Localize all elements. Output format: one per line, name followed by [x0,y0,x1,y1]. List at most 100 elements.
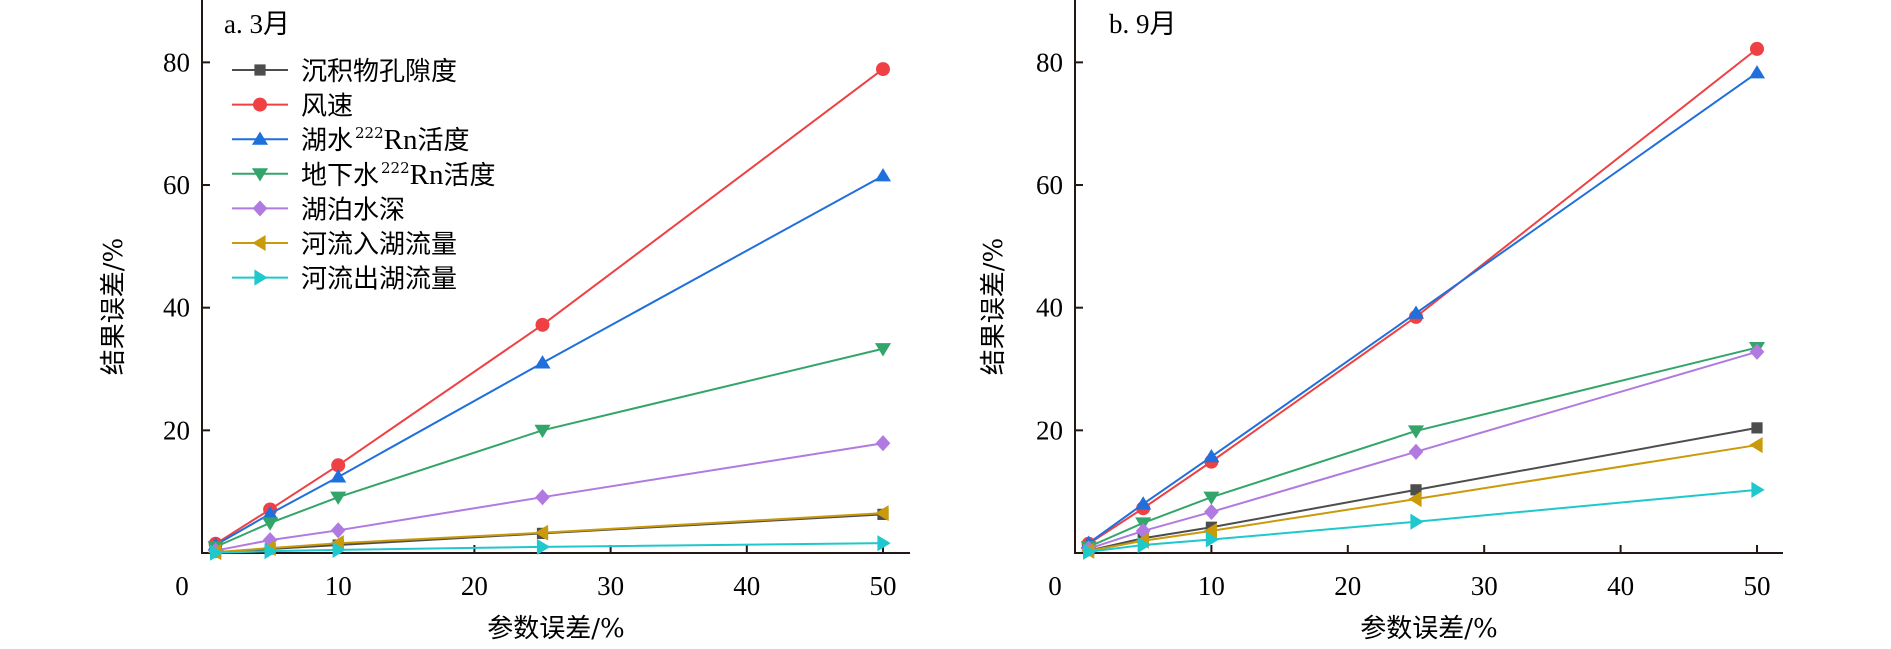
circle-marker [535,317,550,332]
legend-label: 河流入湖流量 [301,230,457,260]
triangle-up-marker [874,168,892,182]
square-marker [254,64,266,76]
diamond-marker [1204,503,1219,520]
triangle-left-marker [1749,437,1763,454]
panel-a: 0 10 20 30 40 50 20 40 60 80 参数误差/% 结果误差/% a. 3月沉积物孔… [99,0,910,644]
legend-item: 风速 [232,92,353,122]
triangle-right-marker [1137,536,1151,554]
y-tick-label: 40 [1036,293,1063,323]
triangle-right-marker [1410,513,1424,530]
series-6 [1083,481,1765,560]
legend-label-text: 河流入湖流量 [301,230,457,260]
triangle-up-marker [1135,496,1152,510]
legend-label-text: 湖水 [301,126,353,156]
triangle-right-marker [264,543,278,560]
y-axis-title: 结果误差/% [979,238,1009,375]
triangle-down-marker [330,491,347,505]
triangle-right-marker [332,541,346,558]
diamond-marker [1749,343,1765,360]
legend-label-suffix: 活度 [444,161,496,191]
panel-title: a. 3月 [224,9,290,39]
series-line [1088,488,1758,553]
legend-label: 湖水 222Rn活度 [301,124,470,156]
x-axis-title: 参数误差/% [1360,614,1497,644]
triangle-up-marker [1407,305,1425,319]
legend-label-superscript: 222 [355,124,384,142]
series-3 [1080,341,1766,555]
series-2 [207,168,892,551]
triangle-up-marker [534,355,551,369]
legend-label: 河流出湖流量 [301,265,457,295]
series-line [1088,48,1758,545]
triangle-left-marker [252,234,266,252]
circle-marker [1750,41,1764,56]
circle-marker [876,62,890,77]
legend-label: 风速 [301,92,353,122]
circle-marker [331,458,346,473]
legend-label-text: 沉积物孔隙度 [301,57,457,87]
diamond-marker [330,522,346,539]
legend-label-superscript: 222 [381,159,410,177]
square-marker [1751,422,1763,434]
series-line [1088,346,1758,548]
triangle-right-marker [536,538,551,555]
x-axis-title: 参数误差/% [487,614,624,644]
x-tick-label: 20 [1334,571,1361,601]
legend-item: 河流出湖流量 [232,265,457,295]
x-tick-label: 10 [325,571,352,601]
triangle-right-marker [1751,481,1765,498]
x-tick-label: 50 [870,571,897,601]
triangle-up-marker [1748,65,1766,79]
panel-b: 0 10 20 30 40 50 20 40 60 80 参数误差/% 结果误差/% b. 9月 [979,0,1783,644]
series-4 [1081,343,1765,557]
legend-label: 地下水 222Rn活度 [301,159,496,191]
legend-label-element: Rn [410,159,444,191]
triangle-up-marker [1203,449,1220,463]
legend-label-text: 河流出湖流量 [301,265,457,295]
triangle-down-marker [262,517,279,531]
x-tick-label: 20 [461,571,488,601]
x-tick-label: 0 [175,571,189,601]
x-tick-label: 40 [1607,571,1634,601]
triangle-right-marker [877,535,891,552]
x-tick-label: 30 [1471,571,1498,601]
triangle-down-marker [1407,425,1425,439]
triangle-right-marker [1083,543,1097,560]
triangle-left-marker [1408,490,1422,508]
series-line [1088,350,1758,550]
panel-title: b. 9月 [1109,9,1177,39]
x-tick-label: 40 [733,571,760,601]
y-tick-label: 80 [1036,47,1063,77]
diamond-marker [875,435,891,452]
y-tick-label: 60 [163,170,190,200]
legend-item: 湖水 222Rn活度 [232,124,470,156]
triangle-left-marker [534,524,549,541]
legend-label-suffix: 活度 [418,126,470,156]
legend-label-text: 地下水 [301,161,379,191]
y-tick-label: 80 [163,47,190,77]
series-3 [207,343,892,555]
x-tick-label: 30 [597,571,624,601]
diamond-marker [252,200,268,217]
y-tick-label: 20 [1036,415,1063,445]
series-line [1088,71,1758,544]
triangle-down-marker [1203,491,1220,505]
legend-item: 沉积物孔隙度 [232,57,457,87]
y-axis-title: 结果误差/% [99,238,129,375]
legend-item: 地下水 222Rn活度 [232,159,496,191]
triangle-right-marker [1205,531,1220,548]
circle-marker [253,97,267,112]
series-5 [207,505,889,561]
legend-label: 沉积物孔隙度 [301,57,457,87]
y-tick-label: 20 [163,415,190,445]
series-6 [210,535,891,561]
triangle-up-marker [262,506,279,520]
y-tick-label: 60 [1036,170,1063,200]
triangle-down-marker [251,168,269,182]
diamond-marker [535,489,550,506]
legend-item: 湖泊水深 [232,195,405,225]
series-0 [1083,422,1763,557]
triangle-down-marker [874,343,892,357]
legend-label: 湖泊水深 [301,195,405,225]
